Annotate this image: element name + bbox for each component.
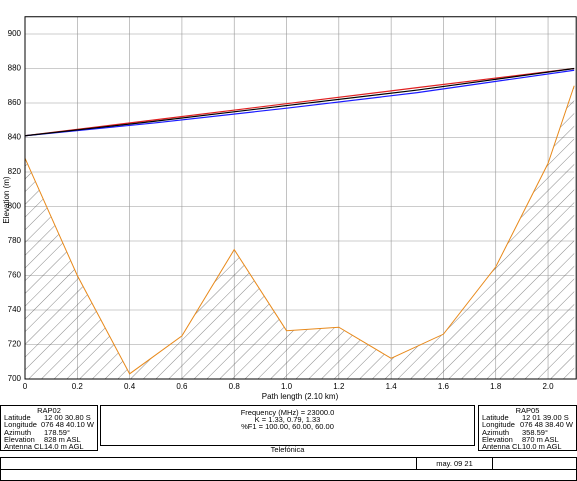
site-label: Elevation [482,434,513,444]
x-axis-title: Path length (2.10 km) [262,392,339,401]
chart: Elevation (m) Path length (2.10 km) 700 7… [2,16,577,401]
x-tick-label: 1.2 [333,382,345,391]
site-value: 12 00 30.80 S [44,413,91,423]
site-row: Antenna CL 10.0 m AGL [482,442,573,452]
left-site-panel: RAP02 Latitude 12 00 30.80 S Longitude 076 … [0,405,98,451]
y-tick-label: 840 [8,133,22,142]
link-panel: Frequency (MHz) = 23000.0 K = 1.33, 0.79… [100,405,475,446]
x-tick-label: 0.8 [229,382,241,391]
x-tick-label: 0.4 [124,382,136,391]
site-row: Azimuth 178.59° [4,427,94,437]
site-row: Elevation 870 m ASL [482,434,573,444]
series-line [24,67,575,137]
x-tick-label: 1.0 [281,382,293,391]
series-line [24,67,575,137]
y-tick-label: 740 [8,305,22,314]
site-value: 358.59° [522,427,548,437]
y-tick-label: 700 [8,374,22,383]
frequency: Frequency (MHz) = 23000.0 [240,408,335,417]
plot-frame [24,16,577,380]
site-label: Antenna CL [482,442,522,452]
right-site-panel: RAP05 Latitude 12 01 39.00 S Longitude 076 … [478,405,577,451]
site-value: 076 48 38.40 W [520,420,573,430]
operator: Telefónica [270,445,305,454]
site-row: Antenna CL 14.0 m AGL [4,442,94,452]
site-label: Antenna CL [4,442,44,452]
site-label: Latitude [482,413,509,423]
y-tick-label: 860 [8,98,22,107]
x-tick-label: 0.2 [72,382,84,391]
site-label: Longitude [4,420,37,430]
terrain-fill [25,85,575,379]
x-tick-label: 1.8 [490,382,502,391]
site-value: 828 m ASL [44,434,81,444]
k-factor: K = 1.33, 0.79, 1.33 [254,415,321,425]
site-label: Latitude [4,413,31,423]
site-row: Latitude 12 00 30.80 S [4,413,94,423]
info-bar: may. 09 21 [0,457,577,481]
site-label: Azimuth [4,427,32,437]
y-axis-title: Elevation (m) [2,176,11,223]
site-value: 076 48 40.10 W [41,420,94,430]
site-row: Latitude 12 01 39.00 S [482,413,573,423]
y-tick-label: 720 [8,340,22,349]
x-tick-label: 2.0 [542,382,554,391]
fresnel: %F1 = 100.00, 60.00, 60.00 [241,422,334,432]
y-tick-label: 800 [8,202,22,211]
x-tick-label: 1.4 [386,382,398,391]
site-value: 870 m ASL [522,434,559,444]
site-name: RAP05 [515,406,540,415]
series-line [24,69,575,137]
site-value: 12 01 39.00 S [522,413,569,423]
site-value: 14.0 m AGL [44,442,84,452]
site-row: Elevation 828 m ASL [4,434,94,444]
x-tick-label: 0 [23,382,28,391]
y-tick-label: 880 [8,64,22,73]
y-tick-label: 900 [8,29,22,38]
site-row: Longitude 076 48 40.10 W [4,420,94,430]
y-tick-label: 820 [8,167,22,176]
x-tick-label: 1.6 [438,382,450,391]
y-tick-label: 760 [8,271,22,280]
date: may. 09 21 [416,458,493,469]
site-value: 178.59° [44,427,70,437]
site-label: Azimuth [482,427,510,437]
site-label: Longitude [482,420,515,430]
x-tick-label: 0.6 [176,382,188,391]
y-tick-label: 780 [8,236,22,245]
site-label: Elevation [4,434,35,444]
site-row: Longitude 076 48 38.40 W [482,420,573,430]
site-value: 10.0 m AGL [522,442,562,452]
site-row: Azimuth 358.59° [482,427,573,437]
series-line [24,85,575,375]
site-name: RAP02 [37,406,61,415]
